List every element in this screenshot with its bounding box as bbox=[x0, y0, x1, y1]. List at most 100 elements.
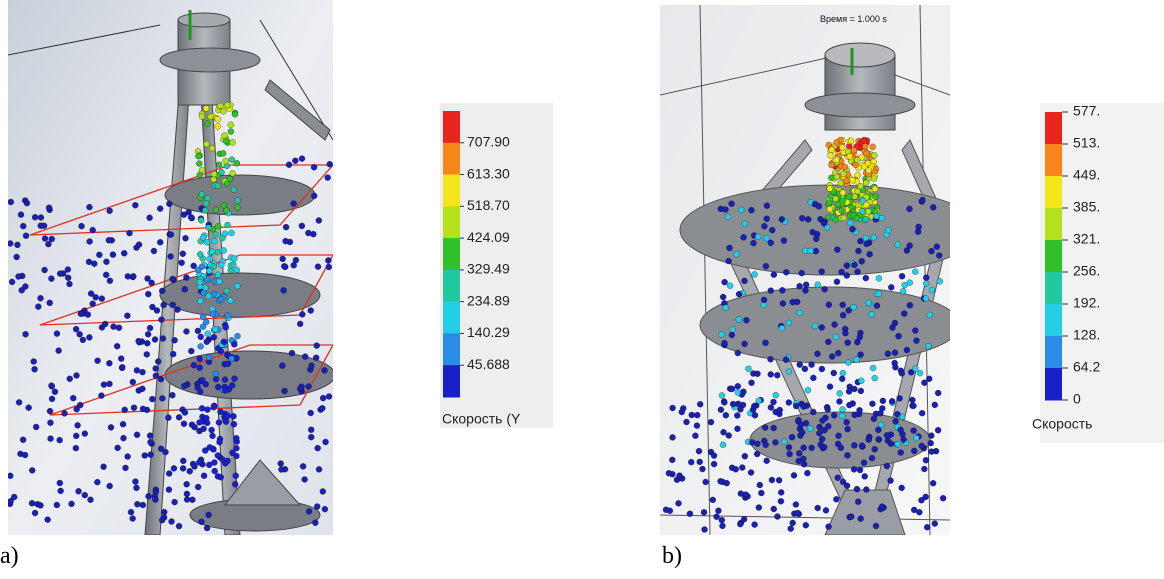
particle bbox=[741, 234, 747, 240]
particle bbox=[769, 227, 775, 233]
particle bbox=[320, 395, 326, 401]
particle bbox=[325, 257, 331, 263]
particle bbox=[879, 215, 885, 221]
particle bbox=[195, 153, 201, 159]
particle bbox=[718, 332, 724, 338]
particle bbox=[66, 281, 72, 287]
particle bbox=[743, 317, 749, 323]
particle bbox=[741, 516, 747, 522]
particle bbox=[919, 443, 925, 449]
particle bbox=[161, 509, 167, 515]
particle bbox=[24, 200, 30, 206]
particle bbox=[894, 242, 900, 248]
particle bbox=[733, 466, 739, 472]
particle bbox=[859, 443, 865, 449]
particle bbox=[720, 442, 726, 448]
particle bbox=[166, 471, 172, 477]
particle bbox=[52, 389, 58, 395]
particle bbox=[897, 395, 903, 401]
particle bbox=[866, 437, 872, 443]
particle bbox=[147, 325, 153, 331]
particle bbox=[299, 156, 305, 162]
particle bbox=[734, 412, 740, 418]
particle bbox=[679, 409, 685, 415]
particle bbox=[279, 363, 285, 369]
particle bbox=[702, 526, 708, 532]
particle bbox=[904, 347, 910, 353]
particle bbox=[774, 514, 780, 520]
particle bbox=[103, 259, 109, 265]
particle bbox=[721, 399, 727, 405]
particle bbox=[839, 144, 845, 150]
particle bbox=[180, 251, 186, 257]
particle bbox=[191, 263, 197, 269]
particle bbox=[205, 121, 211, 127]
particle bbox=[222, 377, 228, 383]
particle bbox=[153, 373, 159, 379]
particle bbox=[869, 401, 875, 407]
particle bbox=[33, 424, 39, 430]
particle bbox=[195, 267, 201, 273]
particle bbox=[802, 288, 808, 294]
particle bbox=[211, 171, 217, 177]
particle bbox=[805, 216, 811, 222]
particle bbox=[200, 234, 206, 240]
particle bbox=[870, 365, 876, 371]
particle bbox=[29, 467, 35, 473]
particle bbox=[198, 334, 204, 340]
particle bbox=[729, 386, 735, 392]
colorbar-segment bbox=[1045, 304, 1062, 337]
particle bbox=[283, 238, 289, 244]
particle bbox=[835, 475, 841, 481]
particle bbox=[22, 452, 28, 458]
particle bbox=[219, 169, 225, 175]
particle bbox=[788, 526, 794, 532]
particle bbox=[181, 421, 187, 427]
particle bbox=[197, 356, 203, 362]
particle bbox=[309, 363, 315, 369]
particle bbox=[930, 480, 936, 486]
particle bbox=[842, 330, 848, 336]
particle bbox=[209, 427, 215, 433]
particle bbox=[928, 449, 934, 455]
particle bbox=[130, 379, 136, 385]
particle bbox=[844, 273, 850, 279]
particle bbox=[866, 168, 872, 174]
particle bbox=[139, 386, 145, 392]
particle bbox=[850, 226, 856, 232]
particle bbox=[687, 511, 693, 517]
particle bbox=[152, 337, 158, 343]
particle bbox=[801, 445, 807, 451]
particle bbox=[205, 331, 211, 337]
particle bbox=[121, 250, 127, 256]
particle bbox=[839, 269, 845, 275]
particle bbox=[711, 453, 717, 459]
particle bbox=[926, 343, 932, 349]
particle bbox=[787, 451, 793, 457]
particle bbox=[827, 186, 833, 192]
particle bbox=[223, 324, 229, 330]
particle bbox=[32, 366, 38, 372]
particle bbox=[867, 251, 873, 257]
particle bbox=[86, 334, 92, 340]
particle bbox=[840, 312, 846, 318]
particle bbox=[738, 207, 744, 213]
particle bbox=[180, 458, 186, 464]
legend-tick-label: 192. bbox=[1073, 295, 1100, 311]
particle bbox=[729, 332, 735, 338]
particle bbox=[106, 360, 112, 366]
colorbar-segment bbox=[1045, 240, 1062, 273]
particle bbox=[41, 223, 47, 229]
particle bbox=[153, 489, 159, 495]
particle bbox=[694, 412, 700, 418]
particle bbox=[720, 294, 726, 300]
particle bbox=[314, 343, 320, 349]
particle bbox=[781, 439, 787, 445]
particle bbox=[213, 207, 219, 213]
particle bbox=[120, 421, 126, 427]
particle bbox=[768, 240, 774, 246]
particle bbox=[170, 351, 176, 357]
particle bbox=[99, 296, 105, 302]
legend-tick-label: 449. bbox=[1073, 167, 1100, 183]
particle bbox=[934, 244, 940, 250]
